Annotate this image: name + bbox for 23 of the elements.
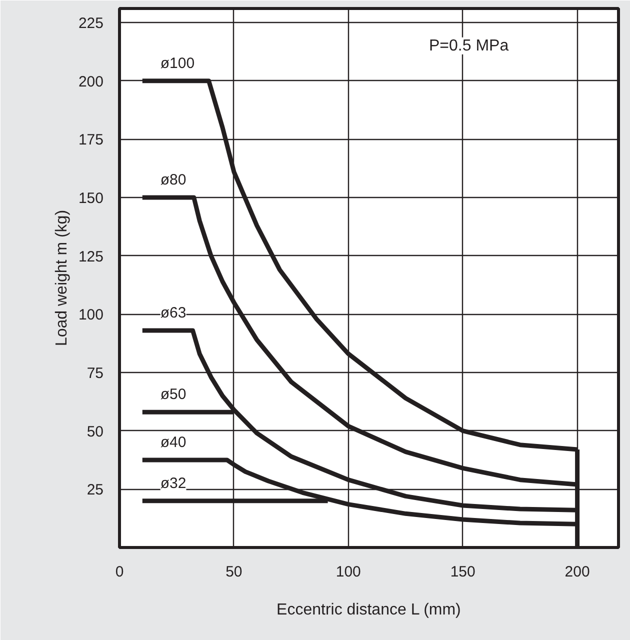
series-label: ø80 [160, 172, 186, 188]
y-tick-label: 75 [86, 365, 104, 382]
y-tick-label: 225 [78, 15, 104, 32]
series-label: ø40 [160, 434, 186, 451]
y-tick-label: 50 [86, 423, 104, 440]
series-label: ø50 [160, 386, 186, 404]
annotation: P=0.5 MPa [429, 37, 509, 54]
y-tick-label: 200 [78, 73, 104, 90]
x-tick-label: 200 [564, 564, 590, 580]
y-tick-label: 150 [78, 190, 104, 207]
y-tick-label: 175 [78, 132, 104, 149]
y-axis-title: Load weight m (kg) [53, 210, 70, 346]
x-tick-label: 50 [226, 564, 242, 580]
x-tick-label: 150 [450, 564, 476, 580]
x-axis-title: Eccentric distance L (mm) [276, 602, 461, 618]
y-tick-label: 125 [78, 248, 104, 266]
series-label: ø63 [160, 304, 186, 322]
series-label: ø100 [160, 54, 195, 72]
y-tick-label: 25 [86, 482, 104, 499]
x-tick-label: 100 [336, 564, 361, 580]
y-tick-label: 100 [78, 306, 104, 324]
series-label: ø32 [160, 474, 186, 492]
x-tick-label: 0 [115, 564, 124, 580]
